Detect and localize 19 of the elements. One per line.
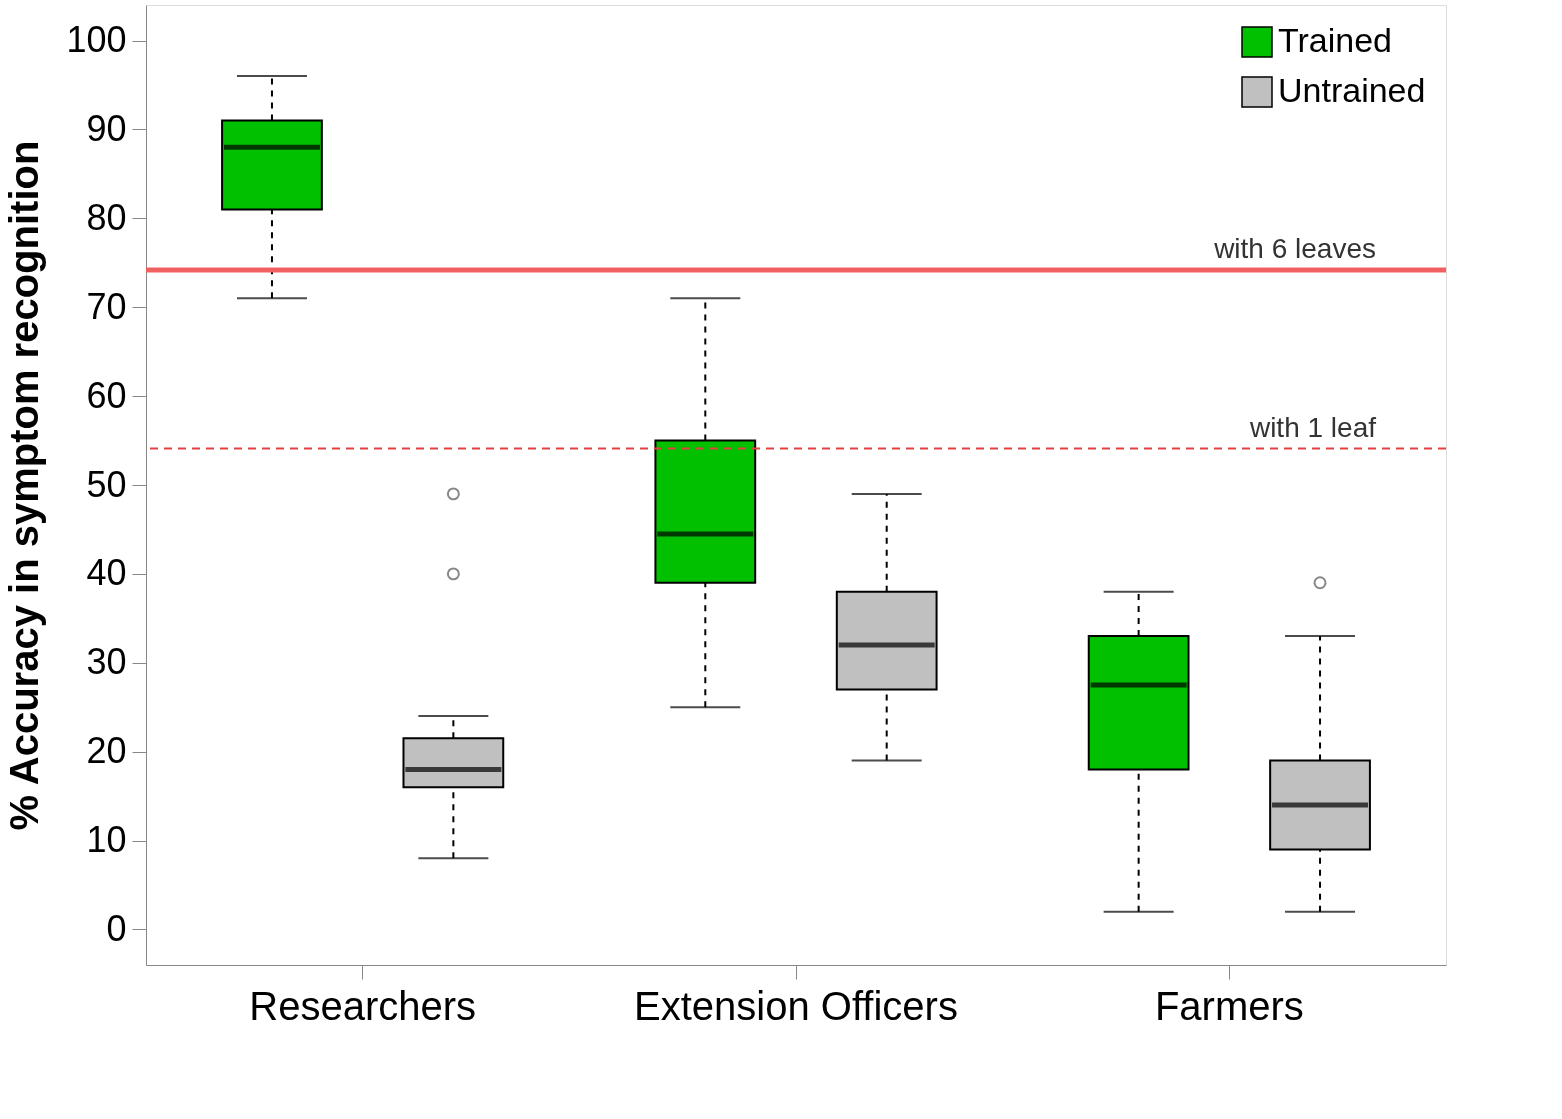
x-tick-label: Extension Officers (634, 983, 958, 1028)
y-tick-label: 30 (86, 641, 127, 683)
y-axis-title: % Accuracy in symptom recognition (2, 140, 47, 831)
legend-label: Untrained (1278, 71, 1426, 109)
ref-line-label: with 6 leaves (1213, 232, 1376, 264)
y-tick-label: 40 (86, 552, 127, 594)
y-tick-label: 70 (86, 285, 127, 327)
x-tick-label: Researchers (249, 983, 477, 1028)
y-tick-label: 50 (86, 463, 127, 505)
y-tick-label: 0 (106, 907, 127, 949)
x-tick-label: Farmers (1154, 983, 1304, 1028)
y-tick-label: 100 (66, 19, 127, 61)
ref-line-label: with 1 leaf (1248, 411, 1377, 443)
y-tick-label: 90 (86, 107, 127, 149)
y-tick-label: 80 (86, 196, 127, 238)
y-tick-label: 60 (86, 374, 127, 416)
y-tick-label: 20 (86, 730, 127, 772)
y-tick-label: 10 (86, 819, 127, 861)
legend-label: Trained (1278, 21, 1393, 59)
